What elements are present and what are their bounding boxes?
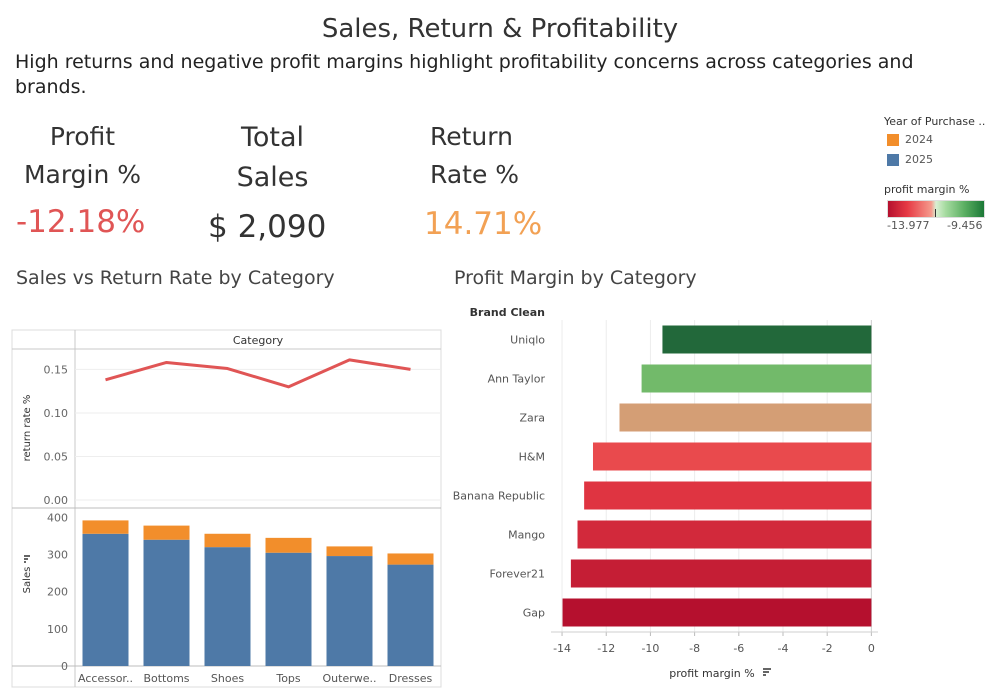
kpi-total-sales-label-2: Sales xyxy=(236,162,309,193)
profit-tick-label: 0 xyxy=(868,642,875,655)
sales-bar-2024 xyxy=(326,546,373,557)
category-tick-label: Accessor.. xyxy=(78,672,133,685)
sales-bar-2025 xyxy=(265,552,312,666)
kpi-total-sales: Total Sales xyxy=(200,118,345,198)
return-tick-label: 0.05 xyxy=(44,450,69,463)
profit-margin-color-ramp xyxy=(887,200,985,218)
year-legend-title: Year of Purchase .. xyxy=(884,115,986,128)
sales-bar-2024 xyxy=(82,520,129,534)
profit-axis-title: profit margin % xyxy=(669,667,754,680)
year-legend-item-2024[interactable]: 2024 xyxy=(887,133,933,146)
kpi-profit-margin: Profit Margin % xyxy=(10,118,155,194)
year-legend-item-2025[interactable]: 2025 xyxy=(887,153,933,166)
return-tick-label: 0.10 xyxy=(44,407,69,420)
year-2024-swatch xyxy=(887,134,899,146)
profit-bar xyxy=(641,364,872,393)
profit-bar xyxy=(577,520,872,549)
brand-tick-label: Banana Republic xyxy=(453,490,545,503)
year-2024-label: 2024 xyxy=(905,133,933,146)
brand-tick-label: Uniqlo xyxy=(510,334,545,347)
kpi-profit-margin-label-2: Margin % xyxy=(23,160,142,189)
year-2025-label: 2025 xyxy=(905,153,933,166)
sales-tick-label: 200 xyxy=(47,586,68,599)
kpi-return-rate: Return Rate % xyxy=(400,118,550,194)
profit-bar xyxy=(662,325,872,354)
sales-bar-2024 xyxy=(265,537,312,553)
brand-tick-label: Forever21 xyxy=(489,568,545,581)
category-tick-label: Tops xyxy=(275,672,301,685)
return-axis-title: return rate % xyxy=(22,395,33,462)
category-tick-label: Outerwe.. xyxy=(323,672,377,685)
year-2025-swatch xyxy=(887,154,899,166)
dashboard-subtitle: High returns and negative profit margins… xyxy=(15,51,914,98)
category-tick-label: Bottoms xyxy=(143,672,189,685)
sales-bar-2024 xyxy=(143,525,190,540)
sort-icon xyxy=(24,555,30,563)
sales-tick-label: 400 xyxy=(47,511,68,524)
brand-axis-header: Brand Clean xyxy=(470,306,545,319)
dashboard-title: Sales, Return & Profitability xyxy=(321,14,679,44)
profit-bar xyxy=(619,403,872,432)
sales-bar-2025 xyxy=(204,547,251,666)
profit-tick-label: -2 xyxy=(822,642,833,655)
sales-bar-2025 xyxy=(82,533,129,666)
brand-tick-label: Ann Taylor xyxy=(488,373,546,386)
profit-tick-label: -6 xyxy=(733,642,744,655)
profit-tick-label: -4 xyxy=(778,642,789,655)
sales-bar-2024 xyxy=(387,553,434,565)
sales-bar-2025 xyxy=(143,539,190,666)
return-tick-label: 0.15 xyxy=(44,363,69,376)
kpi-profit-margin-value: -12.18% xyxy=(16,204,146,240)
sales-bar-2024 xyxy=(204,533,251,548)
profit-tick-label: -8 xyxy=(689,642,700,655)
profit-tick-label: -10 xyxy=(641,642,659,655)
profit-margin-legend-title: profit margin % xyxy=(884,183,970,196)
profit-bar xyxy=(570,559,872,588)
profit-margin-chart: Brand Clean -14 -12 -10 -8 -6 -4 -2 0 profit marg… xyxy=(453,306,878,680)
brand-tick-label: Mango xyxy=(508,529,545,542)
profit-margin-legend-min: -13.977 xyxy=(887,219,930,232)
return-tick-label: 0.00 xyxy=(44,494,69,507)
brand-tick-label: Gap xyxy=(523,607,545,620)
kpi-return-rate-label-1: Return xyxy=(430,122,513,151)
profit-sort-icon xyxy=(763,668,771,676)
left-chart-title: Sales vs Return Rate by Category xyxy=(16,267,335,289)
right-chart-title: Profit Margin by Category xyxy=(454,267,697,289)
sales-tick-label: 300 xyxy=(47,549,68,562)
brand-tick-label: H&M xyxy=(519,451,545,464)
sales-bar-2025 xyxy=(387,564,434,666)
profit-tick-label: -12 xyxy=(597,642,615,655)
kpi-total-sales-label-1: Total xyxy=(240,122,305,153)
sales-axis-title: Sales xyxy=(22,567,33,594)
profit-bar xyxy=(584,481,872,510)
sales-bar-2025 xyxy=(326,556,373,666)
sales-return-chart: Category 0.15 0.10 0.05 0.00 return rate % 400… xyxy=(11,329,442,688)
profit-tick-label: -14 xyxy=(553,642,571,655)
kpi-total-sales-value: $ 2,090 xyxy=(208,209,327,245)
category-header: Category xyxy=(233,334,284,347)
category-tick-label: Dresses xyxy=(389,672,433,685)
kpi-return-rate-value: 14.71% xyxy=(424,206,543,242)
profit-margin-legend-max: -9.456 xyxy=(947,219,983,232)
sales-tick-label: 100 xyxy=(47,623,68,636)
kpi-return-rate-label-2: Rate % xyxy=(430,160,520,189)
profit-bar xyxy=(592,442,872,471)
sales-tick-label: 0 xyxy=(61,660,68,673)
category-tick-label: Shoes xyxy=(211,672,244,685)
brand-tick-label: Zara xyxy=(519,412,545,425)
return-rate-line xyxy=(105,358,411,389)
kpi-profit-margin-label-1: Profit xyxy=(49,122,116,151)
profit-bar xyxy=(562,598,872,627)
